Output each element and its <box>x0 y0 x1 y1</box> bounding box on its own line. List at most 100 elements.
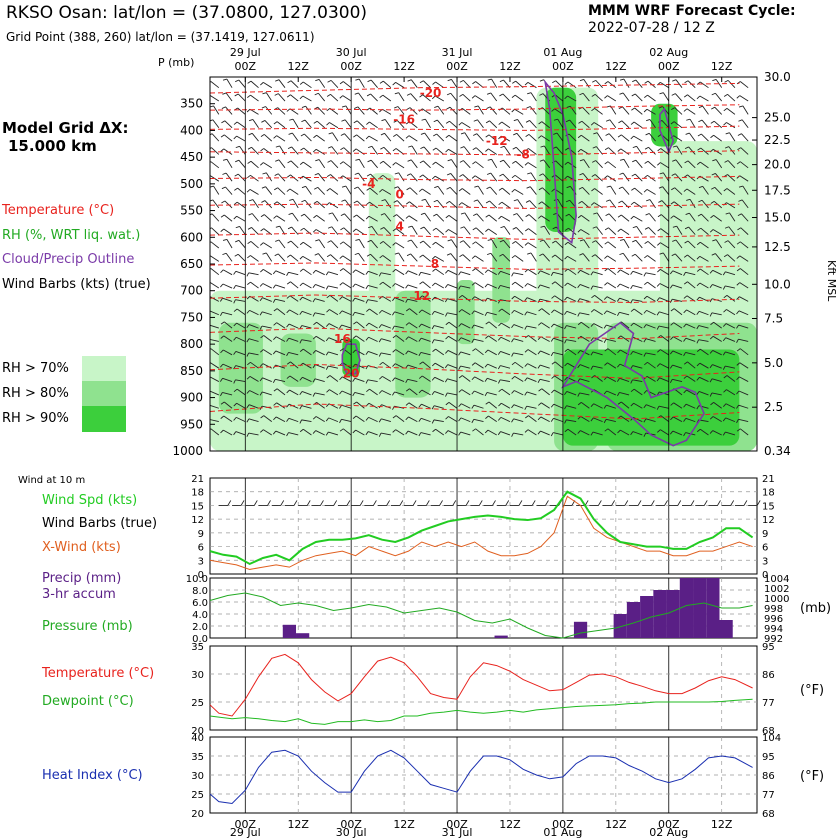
heat-tick-right: 86 <box>762 771 775 782</box>
wind-barb <box>485 335 497 342</box>
wind-barb <box>656 325 669 330</box>
wind-barb <box>564 419 577 424</box>
wind-barb <box>275 145 286 155</box>
heat-index-line <box>209 749 753 805</box>
surface-wind-barb <box>430 500 443 506</box>
wind-barb <box>552 226 564 235</box>
wind-barb <box>486 186 498 195</box>
surface-wind-barb <box>734 500 748 506</box>
wind-barb <box>378 272 391 277</box>
wind-barb <box>696 428 709 436</box>
wind-barb <box>366 253 378 262</box>
wind-barb <box>380 213 392 222</box>
wind-barb <box>511 338 524 343</box>
wind-barb <box>684 240 696 249</box>
wind-barb <box>669 284 683 289</box>
wind-barb <box>379 241 392 249</box>
wind-barb <box>431 282 445 289</box>
cloud-outline <box>659 107 675 154</box>
wind-barb <box>273 388 286 396</box>
wind-barb <box>378 309 392 316</box>
wind-barb <box>657 214 670 222</box>
wind-barb <box>644 227 656 235</box>
wind-barb <box>669 270 683 276</box>
wind-barb <box>696 268 709 276</box>
surface-wind-barb <box>523 500 536 506</box>
forecast-cycle-label: MMM WRF Forecast Cycle: <box>588 3 796 19</box>
wind-barb <box>617 134 630 142</box>
wind-barb <box>511 174 524 182</box>
wind-barb <box>684 160 696 169</box>
wind-barb <box>407 159 418 169</box>
wind-barb <box>394 252 405 262</box>
wind-barb <box>379 174 392 182</box>
wind-barb <box>312 378 325 383</box>
wind-barb <box>353 401 365 409</box>
wind-barb <box>365 350 378 356</box>
wind-barb <box>326 309 339 316</box>
wind-barb <box>604 95 617 102</box>
wind-barb <box>485 401 498 409</box>
wind-barb <box>709 364 722 369</box>
wind-barb <box>603 338 616 343</box>
wind-barb <box>313 215 325 222</box>
wind-barb <box>725 132 736 142</box>
wind-barb <box>736 81 749 89</box>
wind-barb <box>619 158 630 169</box>
wind-barb <box>724 240 736 249</box>
wind-barb <box>711 173 723 182</box>
wind-barb <box>365 299 378 304</box>
wind-barb <box>340 227 352 235</box>
wind-barb <box>537 215 550 222</box>
wind-barb <box>605 213 617 222</box>
height-tick-label: 2.5 <box>764 400 783 414</box>
hour-label-top: 12Z <box>499 60 521 73</box>
wind-barb <box>696 391 709 396</box>
wind-barb <box>367 159 378 169</box>
wind-barb <box>697 147 709 155</box>
wind-barb <box>221 120 233 129</box>
wind-barb <box>498 187 511 195</box>
temperature-label: -8 <box>517 147 530 161</box>
wind-barb <box>445 416 458 422</box>
wind-barb <box>365 215 378 222</box>
temp-tick-right: 68 <box>762 726 775 737</box>
wind-barb <box>656 283 669 289</box>
wind-barb <box>658 200 670 209</box>
wind-barb <box>592 240 603 249</box>
wind-barb <box>524 349 537 356</box>
surface-wind-barb <box>377 500 391 506</box>
wind-tick-right: 3 <box>762 556 768 567</box>
legend-rh70: RH > 70% <box>2 361 69 376</box>
wind-barb <box>312 229 325 235</box>
date-label-top: 29 Jul <box>230 46 261 59</box>
wind-tick-right: 6 <box>762 543 768 554</box>
wind-barb <box>233 388 246 396</box>
pressure-unit-label: (mb) <box>800 601 831 616</box>
wind-barb <box>672 225 683 235</box>
wind-barb <box>379 80 392 89</box>
wind-barb <box>325 271 339 276</box>
temp-tick-right: 77 <box>762 698 775 709</box>
surface-wind-barb <box>589 500 602 506</box>
wind-barb <box>287 80 299 89</box>
wind-barb <box>736 268 749 276</box>
wind-barb <box>644 241 656 249</box>
wind-barb <box>511 189 524 195</box>
wind-barb <box>524 363 537 369</box>
wind-barb <box>498 322 511 329</box>
wind-barb <box>527 252 537 262</box>
wind-barb <box>287 160 299 169</box>
wind-barb <box>537 135 550 142</box>
wind-barb <box>511 108 524 115</box>
wind-barb <box>683 323 696 329</box>
wind-barb <box>326 93 339 102</box>
wind-barb <box>353 134 365 142</box>
temperature-label: 4 <box>396 220 404 234</box>
wind-barb <box>458 417 471 423</box>
wind-barb <box>590 431 603 436</box>
heat-tick-left: 20 <box>191 809 204 820</box>
wind-barb <box>592 146 603 155</box>
wind-barb <box>498 201 511 209</box>
wind-barb <box>564 227 577 235</box>
